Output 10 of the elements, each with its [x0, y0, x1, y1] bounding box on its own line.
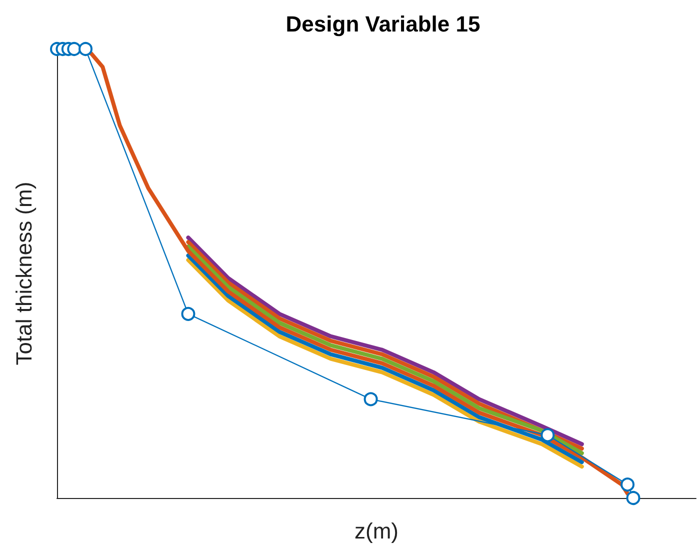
point: [67, 42, 82, 56]
point: [364, 392, 378, 406]
point: [540, 428, 555, 442]
point: [78, 42, 93, 56]
point: [620, 478, 635, 492]
y-axis-title: Total thickness (m): [12, 182, 36, 366]
point: [181, 306, 196, 321]
point: [626, 491, 640, 505]
chart-title: Design Variable 15: [286, 12, 480, 36]
x-axis-title: z(m): [354, 518, 398, 544]
